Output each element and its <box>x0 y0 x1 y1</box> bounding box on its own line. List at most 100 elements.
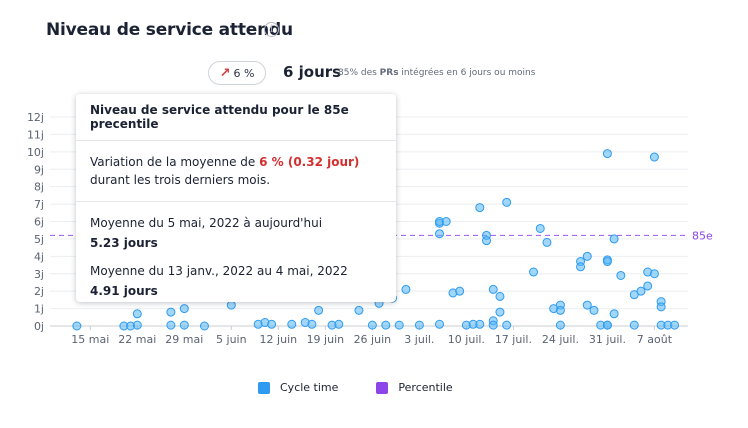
data-point <box>132 320 142 330</box>
data-point <box>602 320 612 330</box>
data-point <box>602 257 612 267</box>
data-point <box>576 262 586 272</box>
y-tick-label: 9j <box>34 163 44 176</box>
data-point <box>132 309 142 319</box>
x-tick-label: 29 mai <box>165 333 203 346</box>
data-point <box>670 320 680 330</box>
x-tick-label: 15 mai <box>71 333 109 346</box>
data-point <box>488 320 498 330</box>
data-point <box>334 319 344 329</box>
data-point <box>414 320 424 330</box>
data-point <box>649 269 659 279</box>
data-point <box>602 149 612 159</box>
legend-swatch-cycle-time <box>258 381 270 394</box>
y-tick-label: 10j <box>27 146 44 159</box>
tooltip-title: Niveau de service attendu pour le 85e pr… <box>76 94 396 141</box>
data-point <box>582 300 592 310</box>
y-tick-label: 3j <box>34 268 44 281</box>
data-point <box>401 284 411 294</box>
data-point <box>475 319 485 329</box>
data-point <box>475 203 485 213</box>
data-point <box>314 305 324 315</box>
data-point <box>616 270 626 280</box>
trend-up-icon: ↗ <box>219 65 231 81</box>
x-tick-label: 24 juil. <box>542 333 579 346</box>
y-tick-label: 0j <box>34 320 44 333</box>
sle-description: 85% des PRs intégrées en 6 jours ou moin… <box>338 68 536 78</box>
chart-tooltip: Niveau de service attendu pour le 85e pr… <box>76 94 396 302</box>
legend-item-percentile[interactable]: Percentile <box>376 381 453 394</box>
data-point <box>72 321 82 331</box>
data-point <box>535 223 545 233</box>
y-tick-label: 7j <box>34 198 44 211</box>
data-point <box>354 305 364 315</box>
y-tick-label: 4j <box>34 250 44 263</box>
tooltip-averages: Moyenne du 5 mai, 2022 à aujourd'hui 5.2… <box>76 202 396 312</box>
data-point <box>394 320 404 330</box>
y-tick-label: 8j <box>34 181 44 194</box>
page-title: Niveau de service attendu <box>46 20 293 40</box>
sle-days-value: 6 jours <box>283 63 342 81</box>
legend-swatch-percentile <box>376 381 389 394</box>
y-tick-label: 11j <box>27 128 44 141</box>
data-point <box>179 320 189 330</box>
data-point <box>166 307 176 317</box>
data-point <box>529 267 539 277</box>
data-point <box>629 320 639 330</box>
data-point <box>179 304 189 314</box>
period1-label: Moyenne du 5 mai, 2022 à aujourd'hui <box>90 216 323 230</box>
data-point <box>542 237 552 247</box>
data-point <box>199 321 209 331</box>
data-point <box>441 217 451 226</box>
x-tick-label: 19 juin <box>307 333 345 346</box>
data-point <box>307 319 317 329</box>
legend-item-cycle-time[interactable]: Cycle time <box>258 381 338 394</box>
data-point <box>582 251 592 261</box>
data-point <box>166 320 176 330</box>
data-point <box>555 320 565 330</box>
data-point <box>267 319 277 329</box>
data-point <box>649 152 659 162</box>
data-point <box>381 320 391 330</box>
data-point <box>589 305 599 315</box>
data-point <box>609 234 619 244</box>
y-tick-label: 1j <box>34 303 44 316</box>
trend-value: 6 % <box>233 66 255 80</box>
y-tick-label: 12j <box>27 111 44 124</box>
period1-value: 5.23 jours <box>90 236 158 250</box>
legend-label-cycle-time: Cycle time <box>280 381 339 394</box>
tooltip-variation: Variation de la moyenne de 6 % (0.32 jou… <box>76 141 396 202</box>
percentile-label: 85e <box>692 229 713 242</box>
x-tick-label: 17 juil. <box>495 333 532 346</box>
data-point <box>502 320 512 330</box>
data-point <box>435 229 445 239</box>
trend-badge: ↗ 6 % <box>208 61 266 85</box>
data-point <box>636 286 646 296</box>
data-point <box>435 319 445 329</box>
x-tick-label: 26 juin <box>354 333 392 346</box>
y-tick-label: 6j <box>34 216 44 229</box>
data-point <box>367 320 377 330</box>
x-tick-label: 7 août <box>637 333 673 346</box>
chart-legend: Cycle time Percentile <box>258 381 453 394</box>
x-tick-label: 5 juin <box>216 333 247 346</box>
data-point <box>609 309 619 319</box>
data-point <box>495 291 505 301</box>
data-point <box>287 319 297 329</box>
data-point <box>495 307 505 317</box>
x-tick-label: 22 mai <box>118 333 156 346</box>
info-icon[interactable]: i <box>264 22 279 37</box>
data-point <box>555 305 565 315</box>
data-point <box>643 281 653 291</box>
y-tick-label: 2j <box>34 285 44 298</box>
data-point <box>482 236 492 246</box>
legend-label-percentile: Percentile <box>398 381 453 394</box>
data-point <box>656 302 666 312</box>
data-point <box>502 197 512 207</box>
x-tick-label: 12 juin <box>260 333 298 346</box>
x-tick-label: 3 juil. <box>404 333 434 346</box>
period2-label: Moyenne du 13 janv., 2022 au 4 mai, 2022 <box>90 264 348 278</box>
x-tick-label: 10 juil. <box>448 333 485 346</box>
variation-value: 6 % (0.32 jour) <box>259 155 360 169</box>
period2-value: 4.91 jours <box>90 284 158 298</box>
